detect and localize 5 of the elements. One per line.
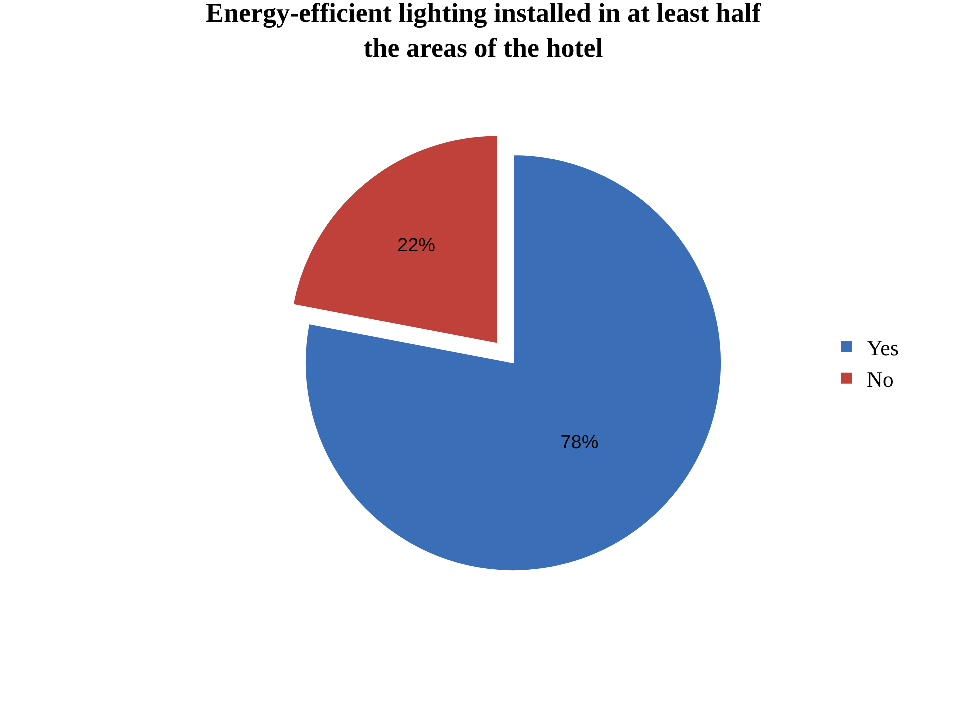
data-label: 78% <box>560 432 599 454</box>
legend-label: No <box>867 366 894 392</box>
chart-title: Energy-efficient lighting installed in at least half the areas of the hotel <box>206 0 762 64</box>
data-label: 22% <box>398 235 436 256</box>
legend-label: Yes <box>867 335 900 360</box>
